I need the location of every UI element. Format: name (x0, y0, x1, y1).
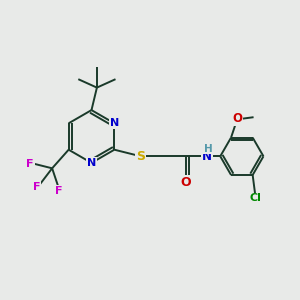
Text: S: S (136, 150, 145, 163)
Text: H: H (204, 143, 213, 154)
Text: O: O (232, 112, 242, 124)
Text: N: N (110, 118, 119, 128)
Text: N: N (87, 158, 96, 168)
Text: Cl: Cl (250, 194, 262, 203)
Text: F: F (33, 182, 40, 192)
Text: F: F (26, 159, 34, 169)
Text: F: F (55, 185, 62, 196)
Text: O: O (181, 176, 191, 189)
Text: N: N (202, 150, 212, 163)
